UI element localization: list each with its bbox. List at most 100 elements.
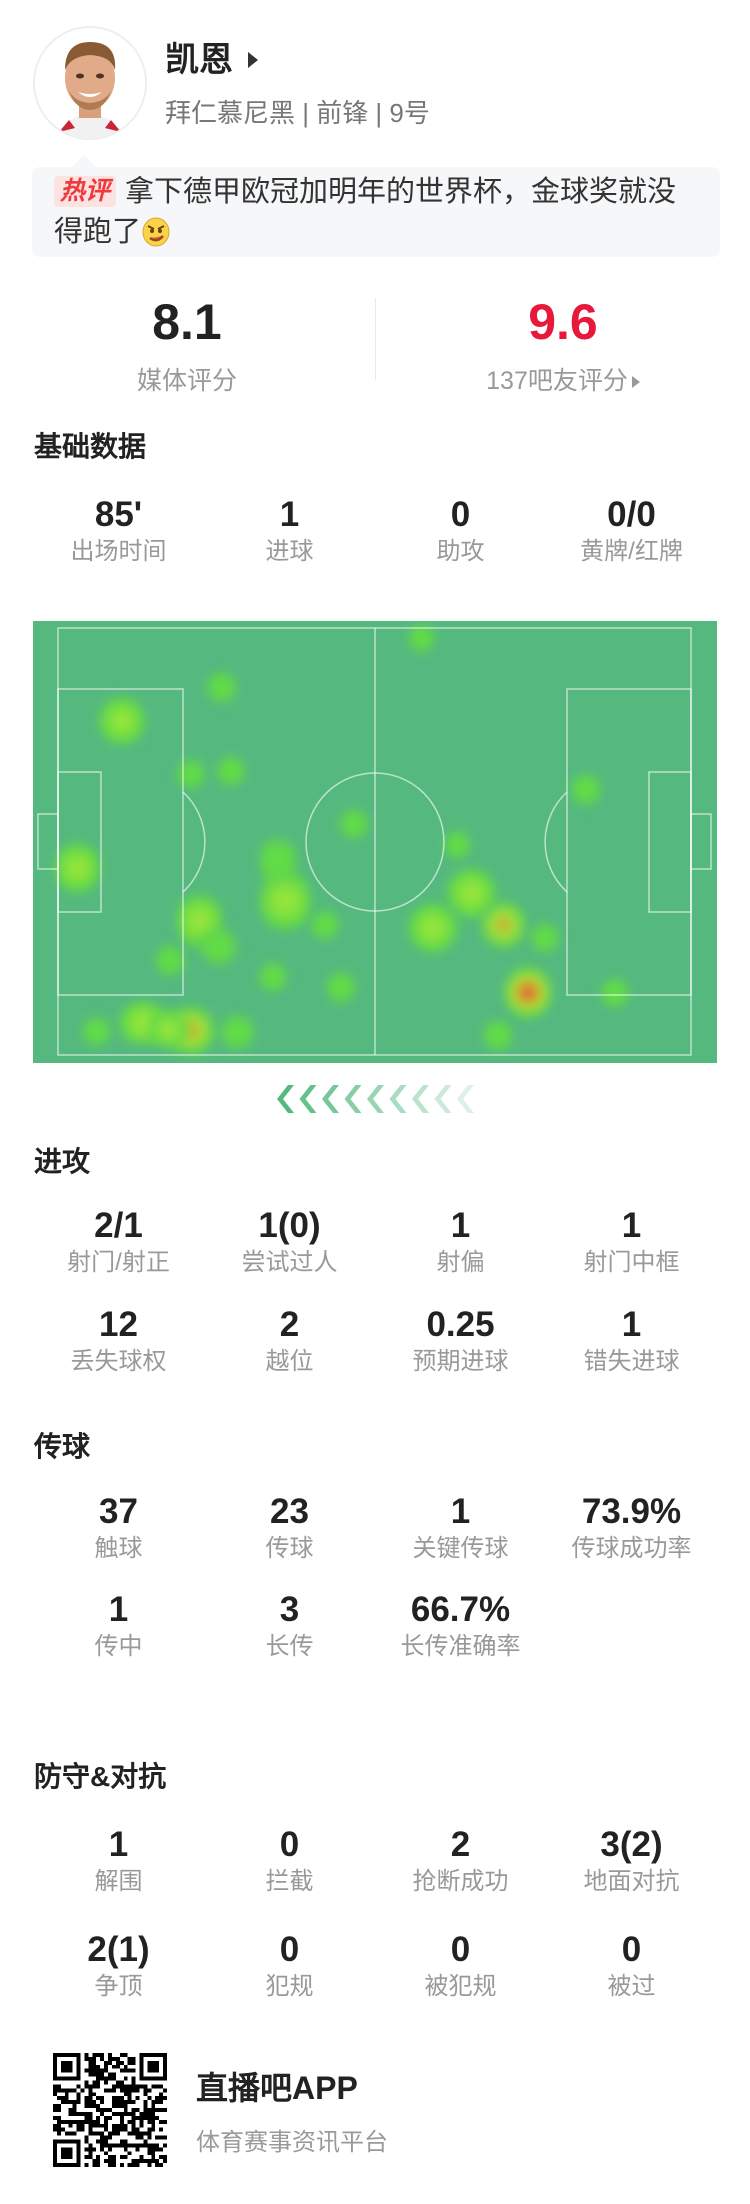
stat-label: 长传准确率 <box>400 1633 521 1660</box>
chevron-left-icon <box>389 1085 407 1113</box>
stat-label: 抢断成功 <box>412 1868 509 1895</box>
chevron-left-icon <box>344 1085 362 1113</box>
heat-spot <box>216 753 246 789</box>
stat-label: 被犯规 <box>424 1973 497 2000</box>
stat-value: 1 <box>108 1590 129 1629</box>
stat-label: 射偏 <box>436 1249 485 1276</box>
stat-label: 解围 <box>94 1868 143 1895</box>
qr-code-icon[interactable] <box>53 2053 167 2167</box>
app-tagline: 体育赛事资讯平台 <box>196 2129 388 2156</box>
stat-label: 关键传球 <box>412 1535 509 1562</box>
stat-value: 3(2) <box>600 1825 663 1864</box>
stat-item: 1 射偏 <box>375 1206 546 1278</box>
stat-value: 85' <box>94 495 143 534</box>
stat-item: 1 传中 <box>33 1590 204 1662</box>
stat-value: 1(0) <box>258 1206 321 1245</box>
stat-item: 12 丢失球权 <box>33 1305 204 1377</box>
heat-spot <box>407 621 435 656</box>
stat-label: 助攻 <box>436 538 485 565</box>
stat-value: 0 <box>450 495 471 534</box>
stat-value: 3 <box>279 1590 300 1629</box>
stat-value: 1 <box>108 1825 129 1864</box>
heat-spot <box>483 1015 513 1055</box>
stat-item: 37 触球 <box>33 1492 204 1564</box>
stat-value: 0/0 <box>607 495 656 534</box>
stat-value: 73.9% <box>581 1492 682 1531</box>
stat-label: 射门/射正 <box>67 1249 170 1276</box>
stat-item: 2 抢断成功 <box>375 1825 546 1897</box>
smug-face-emoji-icon <box>141 215 171 247</box>
heat-spot <box>259 865 311 937</box>
section-title: 基础数据 <box>34 431 147 462</box>
stat-value: 23 <box>270 1492 309 1531</box>
stat-value: 66.7% <box>410 1590 511 1629</box>
stat-value: 0 <box>279 1930 300 1969</box>
section-title: 防守&对抗 <box>34 1761 167 1792</box>
stat-value: 12 <box>99 1305 138 1344</box>
stat-item: 66.7% 长传准确率 <box>375 1590 546 1662</box>
heat-spot <box>326 967 356 1007</box>
stat-label: 触球 <box>94 1535 143 1562</box>
stat-label: 丢失球权 <box>70 1348 167 1375</box>
chevron-left-icon <box>457 1085 474 1113</box>
player-team-position: 拜仁慕尼黑 | 前锋 | 9号 <box>165 98 430 128</box>
media-rating-label: 媒体评分 <box>136 367 237 395</box>
heat-spot <box>600 975 630 1011</box>
heat-spot <box>504 963 552 1021</box>
stat-value: 1 <box>450 1206 471 1245</box>
stat-label: 拦截 <box>265 1868 314 1895</box>
heat-spot <box>339 806 369 842</box>
heat-spot <box>198 923 238 969</box>
stat-item: 3(2) 地面对抗 <box>546 1825 717 1897</box>
stat-item: 85' 出场时间 <box>33 495 204 567</box>
stat-item: 1 关键传球 <box>375 1492 546 1564</box>
player-photo-icon <box>35 28 145 138</box>
stat-item: 3 长传 <box>204 1590 375 1662</box>
fan-rating-value: 9.6 <box>528 294 598 350</box>
chevron-left-icon <box>299 1085 317 1113</box>
chevron-left-icon <box>277 1085 294 1113</box>
heat-spot <box>258 959 288 995</box>
stat-item: 1 错失进球 <box>546 1305 717 1377</box>
stat-label: 黄牌/红牌 <box>580 538 683 565</box>
fan-rating-link[interactable]: 137吧友评分 <box>413 366 713 396</box>
chevron-left-icon <box>412 1085 429 1113</box>
heat-spot <box>54 838 100 898</box>
pitch-lines <box>37 627 712 1056</box>
stat-label: 错失进球 <box>583 1348 680 1375</box>
stat-value: 0 <box>450 1930 471 1969</box>
heat-spot <box>79 1014 113 1048</box>
stat-label: 被过 <box>607 1973 656 2000</box>
comment-pointer <box>72 155 96 167</box>
stat-item: 23 传球 <box>204 1492 375 1564</box>
stat-value: 0.25 <box>426 1305 495 1344</box>
stat-label: 射门中框 <box>583 1249 680 1276</box>
chevron-left-icon <box>367 1085 384 1113</box>
heat-spot <box>406 901 460 955</box>
section-title: 进攻 <box>34 1146 91 1177</box>
stat-value: 1 <box>279 495 300 534</box>
player-avatar[interactable] <box>33 26 147 140</box>
stat-item: 73.9% 传球成功率 <box>546 1492 717 1564</box>
heat-spot <box>310 907 340 943</box>
heat-spot <box>176 756 206 792</box>
fan-rating-label: 137吧友评分 <box>486 367 628 395</box>
stat-value: 1 <box>621 1305 642 1344</box>
hot-comment-text: 拿下德甲欧冠加明年的世界杯，金球奖就没得跑了 <box>54 176 677 248</box>
stat-item: 0 犯规 <box>204 1930 375 2002</box>
stat-label: 传球成功率 <box>571 1535 692 1562</box>
player-name[interactable]: 凯恩 <box>165 41 233 79</box>
heat-spot <box>145 1009 191 1049</box>
stat-item: 2(1) 争顶 <box>33 1930 204 2002</box>
chevron-left-icon <box>322 1085 339 1113</box>
caret-right-icon[interactable] <box>248 52 258 68</box>
stat-item: 0/0 黄牌/红牌 <box>546 495 717 567</box>
heat-spot <box>98 694 146 748</box>
hot-comment-badge: 热评 <box>54 176 117 207</box>
caret-right-icon <box>631 376 640 388</box>
stat-value: 37 <box>99 1492 138 1531</box>
stat-label: 争顶 <box>94 1973 143 2000</box>
heat-spot <box>217 1012 257 1052</box>
stat-item: 1 射门中框 <box>546 1206 717 1278</box>
stat-value: 0 <box>279 1825 300 1864</box>
